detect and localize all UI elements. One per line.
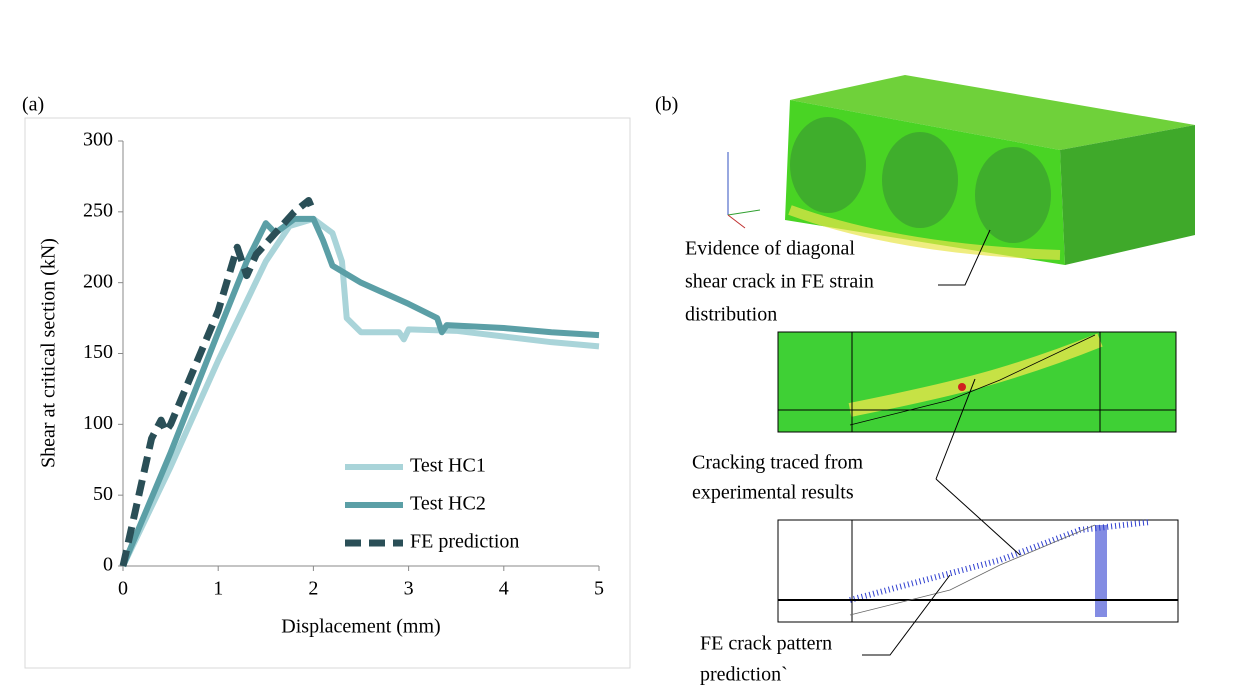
figure: (a) (b) Displacement (mm) Shear at criti… bbox=[0, 0, 1259, 688]
x-tick-label: 0 bbox=[118, 578, 128, 600]
y-tick-label: 250 bbox=[83, 199, 113, 221]
annotation: distribution bbox=[685, 304, 777, 326]
legend-label: FE prediction bbox=[410, 531, 519, 553]
annotation: Cracking traced from bbox=[692, 452, 863, 474]
crack-pattern-image bbox=[778, 520, 1178, 622]
x-axis-label: Displacement (mm) bbox=[281, 616, 440, 638]
fe-slab-image bbox=[728, 75, 1195, 265]
annotation: experimental results bbox=[692, 482, 854, 504]
strain-section-image bbox=[778, 332, 1176, 432]
y-tick-label: 200 bbox=[83, 270, 113, 292]
y-tick-label: 300 bbox=[83, 129, 113, 151]
y-tick-label: 50 bbox=[93, 483, 113, 505]
annotation: prediction` bbox=[700, 664, 788, 686]
panel-label: (a) bbox=[22, 94, 44, 116]
x-tick-label: 5 bbox=[594, 578, 604, 600]
y-tick-label: 0 bbox=[103, 554, 113, 576]
y-tick-label: 150 bbox=[83, 341, 113, 363]
legend-label: Test HC1 bbox=[410, 455, 486, 477]
x-tick-label: 2 bbox=[308, 578, 318, 600]
x-tick-label: 4 bbox=[499, 578, 509, 600]
panel-label: (b) bbox=[655, 94, 678, 116]
annotation: Evidence of diagonal bbox=[685, 238, 855, 260]
series-line bbox=[123, 219, 599, 566]
legend-label: Test HC2 bbox=[410, 493, 486, 515]
chart-frame bbox=[25, 118, 630, 668]
x-tick-label: 1 bbox=[213, 578, 223, 600]
x-tick-label: 3 bbox=[404, 578, 414, 600]
annotation: FE crack pattern bbox=[700, 633, 832, 655]
page: (a) (b) Displacement (mm) Shear at criti… bbox=[0, 0, 1259, 688]
y-axis-label: Shear at critical section (kN) bbox=[38, 238, 60, 468]
y-tick-label: 100 bbox=[83, 412, 113, 434]
annotation: shear crack in FE strain bbox=[685, 271, 874, 293]
